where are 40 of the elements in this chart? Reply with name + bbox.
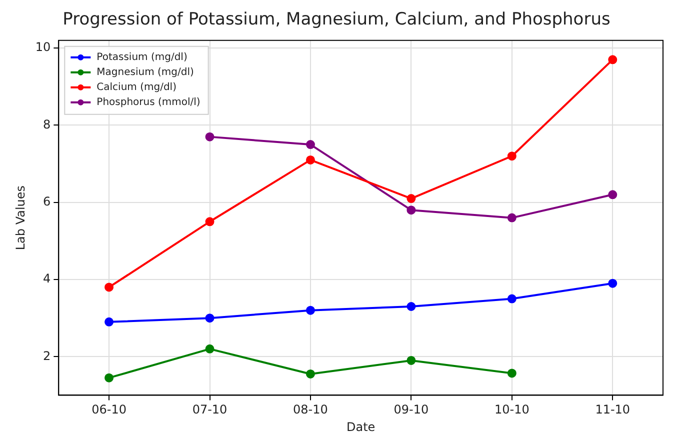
point [406,302,416,311]
point [104,373,114,382]
point [306,369,315,378]
point [507,152,516,161]
legend-label: Potassium (mg/dl) [96,52,188,63]
point [608,55,618,64]
point [406,206,416,215]
legend-label: Phosphorus (mmol/l) [96,96,200,108]
point [406,194,416,204]
x-axis-title: Date [346,420,376,434]
x-tick-label: 10-10 [494,402,530,417]
y-tick-label: 2 [43,348,51,363]
x-tick-label: 07-10 [192,402,228,417]
point [306,155,315,164]
point [205,132,214,142]
legend-label: Calcium (mg/dl) [96,82,177,93]
x-tick-label: 06-10 [92,402,126,417]
x-tick-label: 09-10 [394,402,429,417]
point [306,140,315,150]
x-tick-label: 11-10 [595,402,630,417]
point [406,356,416,365]
x-tick-label: 08-10 [293,402,328,417]
point [104,282,114,292]
point [205,314,214,323]
point [104,317,114,326]
point [306,306,315,315]
point [507,213,516,222]
point [507,368,516,378]
y-axis-title: Lab Values [13,185,28,250]
point [507,294,516,304]
y-tick-label: 10 [35,40,51,54]
point [608,278,618,288]
point [205,344,214,354]
chart-title: Progression of Potassium, Magnesium, Calcium, and Phosphorus [62,10,610,30]
y-tick-label: 8 [43,117,51,132]
point [608,190,618,200]
y-tick-label: 4 [43,272,51,286]
legend-label: Magnesium (mg/dl) [96,66,194,78]
y-tick-label: 6 [43,194,51,208]
point [205,217,214,226]
